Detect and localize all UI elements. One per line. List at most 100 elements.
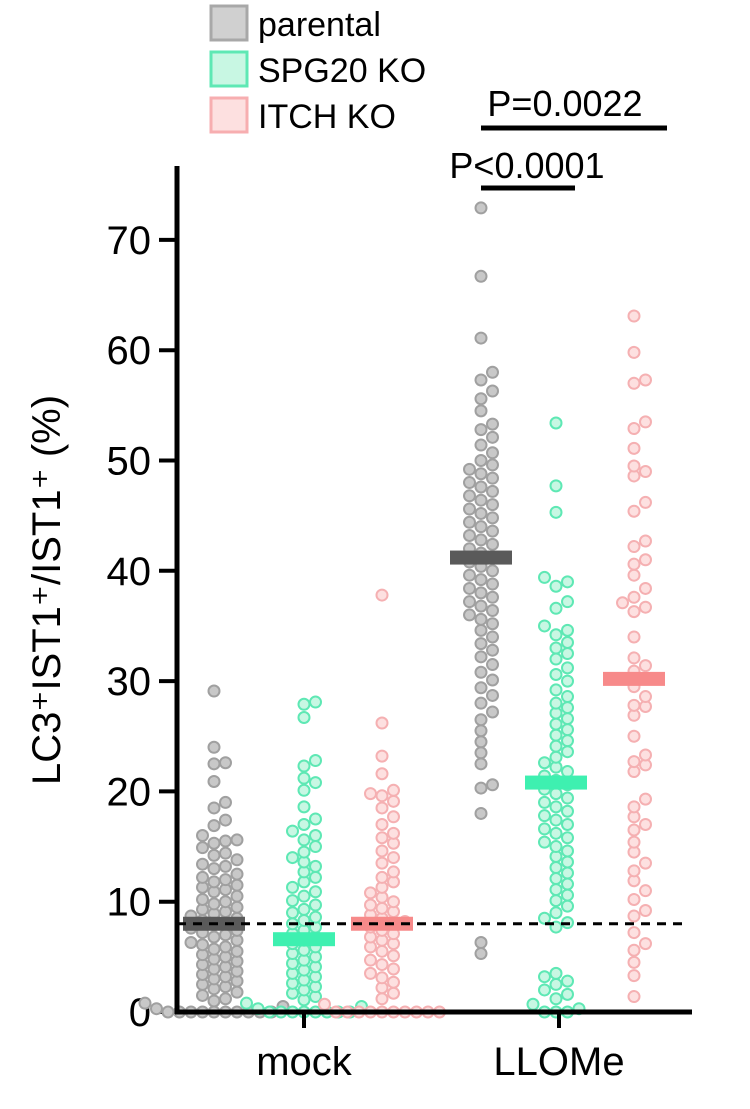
data-point-itch-ko-mock xyxy=(387,865,400,879)
data-point-itch-ko-mock xyxy=(375,901,389,915)
data-point-parental-mock xyxy=(207,757,221,771)
data-point-itch-ko-llome xyxy=(627,800,641,814)
data-point-itch-ko-mock xyxy=(387,895,400,909)
data-point-parental-llome xyxy=(486,604,499,618)
data-point-spg20-ko-llome xyxy=(561,804,574,818)
data-point-itch-ko-mock xyxy=(375,588,389,602)
data-point-spg20-ko-llome xyxy=(549,872,563,886)
data-point-spg20-ko-llome xyxy=(549,787,563,801)
data-point-spg20-ko-llome xyxy=(538,835,551,849)
data-point-spg20-ko-llome xyxy=(549,667,563,681)
data-point-parental-llome xyxy=(474,696,488,710)
data-point-parental-llome xyxy=(486,688,499,702)
data-point-itch-ko-llome xyxy=(639,534,652,548)
data-point-parental-llome xyxy=(486,705,499,719)
data-point-parental-mock xyxy=(196,988,209,1002)
data-point-parental-mock xyxy=(230,944,244,958)
data-points xyxy=(138,201,652,1019)
data-point-itch-ko-mock xyxy=(387,949,400,963)
legend-label-parental: parental xyxy=(258,6,381,44)
data-point-parental-llome xyxy=(486,617,499,631)
data-point-spg20-ko-llome xyxy=(561,888,574,902)
data-point-itch-ko-mock xyxy=(375,789,389,803)
data-point-spg20-ko-mock xyxy=(286,851,299,865)
data-point-spg20-ko-llome xyxy=(549,717,563,731)
data-point-spg20-ko-llome xyxy=(561,701,574,715)
data-point-spg20-ko-llome xyxy=(538,570,551,584)
data-point-itch-ko-mock xyxy=(387,810,400,824)
data-point-itch-ko-llome xyxy=(627,955,641,969)
data-point-parental-llome xyxy=(463,568,476,582)
data-point-spg20-ko-llome xyxy=(561,712,574,726)
median-bar-itch-ko-llome xyxy=(603,671,665,686)
data-point-parental-mock xyxy=(207,801,221,815)
data-point-parental-llome xyxy=(474,650,488,664)
data-point-parental-llome xyxy=(486,384,499,398)
data-point-parental-llome xyxy=(474,520,488,534)
data-point-itch-ko-llome xyxy=(627,376,641,390)
data-point-spg20-ko-llome xyxy=(549,977,563,991)
data-point-itch-ko-mock xyxy=(364,966,377,980)
data-point-itch-ko-mock xyxy=(375,716,389,730)
data-point-spg20-ko-llome xyxy=(561,745,574,759)
data-point-parental-llome xyxy=(463,476,476,490)
data-point-itch-ko-llome xyxy=(627,630,641,644)
data-point-itch-ko-llome xyxy=(627,459,641,473)
data-point-parental-mock xyxy=(219,834,232,848)
data-point-spg20-ko-llome xyxy=(549,813,563,827)
data-point-spg20-ko-mock xyxy=(309,812,322,826)
data-point-itch-ko-llome xyxy=(627,729,641,743)
data-point-parental-mock xyxy=(196,857,209,871)
data-point-itch-ko-mock xyxy=(364,953,377,967)
data-point-itch-ko-mock xyxy=(387,962,400,976)
data-point-spg20-ko-llome xyxy=(549,894,563,908)
data-point-itch-ko-llome xyxy=(639,748,652,762)
data-point-parental-llome xyxy=(474,331,488,345)
data-point-parental-mock xyxy=(207,740,221,754)
data-point-spg20-ko-llome xyxy=(549,641,563,655)
significance-label-p2: P<0.0001 xyxy=(449,145,604,186)
data-point-spg20-ko-llome xyxy=(549,840,563,854)
data-point-parental-mock xyxy=(196,892,209,906)
data-point-spg20-ko-mock xyxy=(286,880,299,894)
data-point-itch-ko-llome xyxy=(639,465,652,479)
data-point-parental-mock xyxy=(230,889,244,903)
data-point-parental-llome xyxy=(486,365,499,379)
data-point-spg20-ko-llome xyxy=(549,739,563,753)
data-point-itch-ko-mock xyxy=(375,767,389,781)
data-point-parental-llome xyxy=(486,590,499,604)
data-point-parental-mock xyxy=(219,940,232,954)
data-point-spg20-ko-llome xyxy=(561,647,574,661)
data-point-spg20-ko-mock xyxy=(297,710,311,724)
y-tick-label: 40 xyxy=(107,550,152,594)
data-point-parental-mock xyxy=(207,819,221,833)
data-point-spg20-ko-mock xyxy=(309,695,322,709)
data-point-parental-mock xyxy=(161,1005,175,1019)
data-point-parental-llome xyxy=(463,489,476,503)
data-point-spg20-ko-mock xyxy=(286,906,299,920)
data-point-itch-ko-mock xyxy=(364,886,377,900)
data-point-spg20-ko-llome xyxy=(561,674,574,688)
data-point-parental-llome xyxy=(474,201,488,215)
data-point-spg20-ko-llome xyxy=(549,479,563,493)
data-point-itch-ko-mock xyxy=(375,944,389,958)
data-point-itch-ko-mock xyxy=(375,817,389,831)
data-point-itch-ko-llome xyxy=(627,823,641,837)
data-point-itch-ko-llome xyxy=(627,422,641,436)
data-point-spg20-ko-mock xyxy=(309,898,322,912)
data-point-itch-ko-mock xyxy=(375,992,389,1006)
data-point-parental-llome xyxy=(474,423,488,437)
data-point-parental-llome xyxy=(474,746,488,760)
data-point-parental-mock xyxy=(207,774,221,788)
data-point-spg20-ko-llome xyxy=(549,861,563,875)
data-point-itch-ko-llome xyxy=(627,969,641,983)
data-point-itch-ko-llome xyxy=(627,557,641,571)
data-point-spg20-ko-mock xyxy=(309,754,322,768)
data-point-parental-llome xyxy=(463,608,476,622)
data-point-spg20-ko-llome xyxy=(538,970,551,984)
data-point-parental-mock xyxy=(207,862,221,876)
data-point-spg20-ko-mock xyxy=(297,759,311,773)
data-point-itch-ko-llome xyxy=(627,345,641,359)
data-point-parental-llome xyxy=(486,417,499,431)
